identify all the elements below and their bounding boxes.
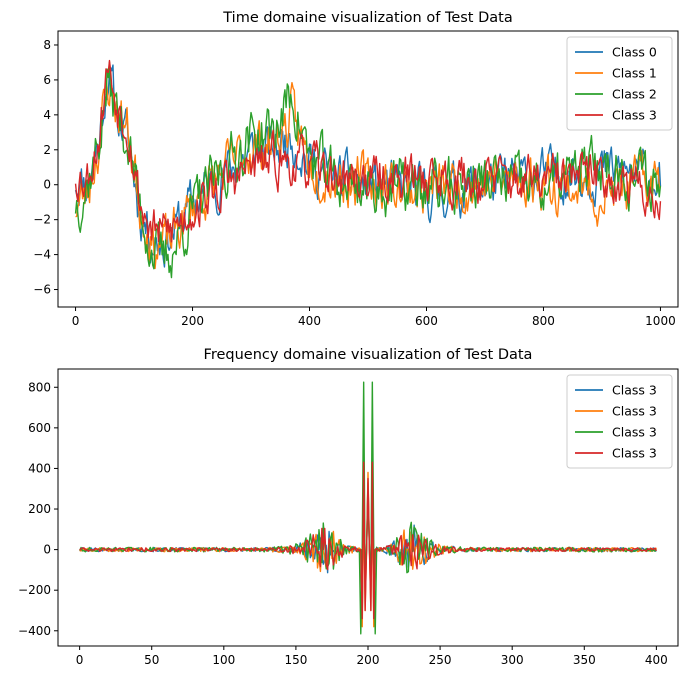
y-tick-label: 8 bbox=[43, 38, 51, 52]
legend-entry: Class 3 bbox=[612, 108, 657, 123]
legend-entry: Class 3 bbox=[612, 404, 657, 419]
y-tick-label: 4 bbox=[43, 108, 51, 122]
y-tick-label: 6 bbox=[43, 73, 51, 87]
legend: Class 3 Class 3 Class 3 Class 3 bbox=[566, 374, 673, 469]
y-tick-label: 200 bbox=[28, 502, 51, 516]
frequency-domain-chart: Frequency domaine visualization of Test … bbox=[18, 347, 679, 667]
x-tick-label: 800 bbox=[532, 314, 555, 328]
y-tick-label: 600 bbox=[28, 421, 51, 435]
x-tick-label: 600 bbox=[415, 314, 438, 328]
legend-entry: Class 3 bbox=[612, 383, 657, 398]
x-tick-label: 150 bbox=[284, 653, 307, 667]
legend-entry: Class 2 bbox=[612, 87, 657, 102]
x-tick-label: 100 bbox=[212, 653, 235, 667]
x-tick-label: 350 bbox=[573, 653, 596, 667]
x-tick-label: 300 bbox=[501, 653, 524, 667]
x-tick-label: 200 bbox=[357, 653, 380, 667]
series-line bbox=[79, 461, 657, 620]
x-tick-label: 250 bbox=[429, 653, 452, 667]
y-tick-label: 2 bbox=[43, 143, 51, 157]
x-tick-label: 0 bbox=[72, 314, 80, 328]
legend-entry: Class 0 bbox=[612, 45, 657, 60]
y-tick-label: 0 bbox=[43, 543, 51, 557]
x-tick-label: 50 bbox=[144, 653, 159, 667]
y-tick-label: 800 bbox=[28, 380, 51, 394]
y-tick-label: −400 bbox=[18, 624, 51, 638]
legend-frame bbox=[566, 374, 673, 469]
y-tick-label: −4 bbox=[33, 248, 51, 262]
x-tick-label: 400 bbox=[298, 314, 321, 328]
chart-title: Frequency domaine visualization of Test … bbox=[204, 347, 533, 363]
y-tick-label: −2 bbox=[33, 213, 51, 227]
chart-title: Time domaine visualization of Test Data bbox=[222, 10, 512, 26]
x-tick-label: 1000 bbox=[645, 314, 676, 328]
x-tick-label: 400 bbox=[645, 653, 668, 667]
y-tick-label: 0 bbox=[43, 178, 51, 192]
legend-entry: Class 3 bbox=[612, 425, 657, 440]
y-tick-label: −200 bbox=[18, 583, 51, 597]
series-line bbox=[74, 61, 662, 279]
plot-frame bbox=[57, 30, 679, 308]
legend-entry: Class 3 bbox=[612, 446, 657, 461]
series-line bbox=[74, 59, 662, 243]
x-tick-label: 0 bbox=[76, 653, 84, 667]
legend-entry: Class 1 bbox=[612, 66, 657, 81]
y-tick-label: 400 bbox=[28, 461, 51, 475]
x-tick-label: 200 bbox=[181, 314, 204, 328]
y-tick-label: −6 bbox=[33, 283, 51, 297]
time-domain-chart: Time domaine visualization of Test Data … bbox=[33, 10, 679, 328]
legend: Class 0 Class 1 Class 2 Class 3 bbox=[566, 36, 673, 131]
legend-frame bbox=[566, 36, 673, 131]
